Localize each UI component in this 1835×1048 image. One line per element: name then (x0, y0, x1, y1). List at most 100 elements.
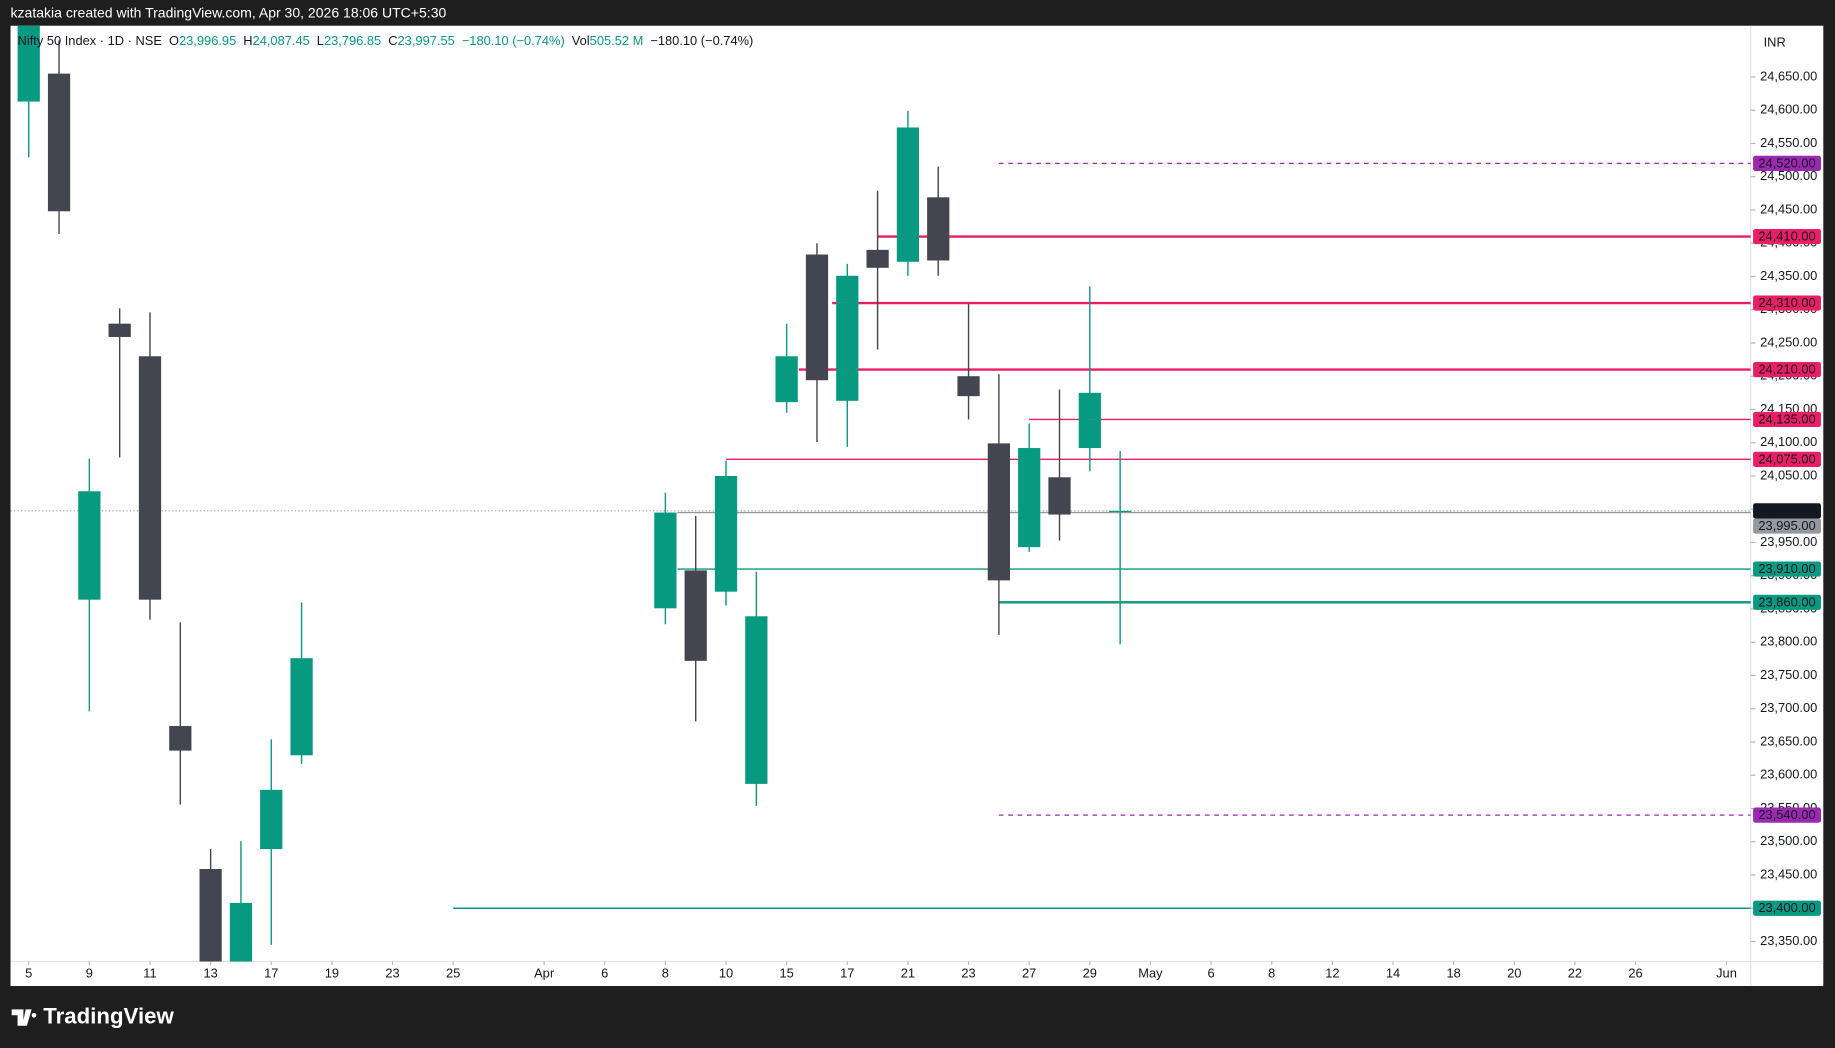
x-tick-label: 11 (143, 966, 156, 981)
x-tick-label: 10 (719, 966, 733, 981)
x-tick-label: 18 (1446, 966, 1460, 981)
level-label-bg (1753, 411, 1821, 428)
x-tick-label: 23 (961, 966, 975, 981)
candle-body (805, 254, 829, 381)
x-tick-label: May (1138, 966, 1163, 981)
candle-body (47, 73, 71, 212)
x-tick-label: 26 (1628, 966, 1642, 981)
volume-key: Vol (572, 34, 590, 49)
level-label-bg (1753, 900, 1821, 916)
y-tick-label: 23,750.00 (1760, 667, 1817, 682)
credit: kzatakia created with TradingView.com, A… (11, 5, 447, 21)
y-tick-label: 24,650.00 (1760, 68, 1817, 83)
candle-body (199, 869, 222, 962)
x-tick-label: 21 (901, 966, 915, 981)
x-tick-label: 6 (601, 966, 608, 981)
y-tick-label: 24,350.00 (1760, 268, 1817, 283)
axes: 23,350.00 23,400.00 23,450.00 23,500.00 23,5… (25, 68, 1821, 981)
x-tick-label: 29 (1083, 966, 1097, 981)
legend: Nifty 50 Index · 1D · NSE O23,996.95 H24,0… (18, 34, 754, 49)
candle-body (836, 275, 859, 401)
y-tick-label: 24,100.00 (1760, 434, 1817, 449)
candle-body (1048, 477, 1071, 515)
candle-body (745, 616, 768, 784)
y-tick-label: 24,450.00 (1760, 201, 1817, 216)
y-tick-label: 24,500.00 (1760, 168, 1817, 183)
x-tick-label: 8 (662, 966, 669, 981)
level-label-bg (1753, 518, 1821, 534)
candle-body (1078, 392, 1101, 449)
y-tick-label: 23,650.00 (1760, 733, 1817, 748)
candle-body (987, 443, 1010, 581)
candle-body (1109, 510, 1132, 513)
level-label: 24,410.00 (1758, 229, 1815, 244)
x-tick-label: 17 (840, 966, 854, 981)
y-tick-label: 23,700.00 (1760, 700, 1817, 715)
level-label: 23,997.55 (1758, 503, 1815, 518)
candle-body (169, 726, 192, 751)
y-tick-label: 24,050.00 (1760, 467, 1817, 482)
brand-logo: TradingView (11, 1003, 175, 1028)
legend-change: −180.10 (−0.74%) (462, 34, 565, 49)
y-tick-label: 24,600.00 (1760, 102, 1817, 117)
candle-body (108, 323, 131, 337)
level-label-bg (1753, 594, 1821, 610)
y-tick-label: 23,950.00 (1760, 534, 1817, 549)
legend-key: H (243, 34, 252, 49)
candle-body (1018, 448, 1041, 548)
legend-value: 23,996.95 (179, 34, 236, 49)
y-tick-label: 24,550.00 (1760, 135, 1817, 150)
x-tick-label: 15 (779, 966, 793, 981)
candle-body (260, 789, 283, 850)
y-tick-label: 24,250.00 (1760, 334, 1817, 349)
x-tick-label: 23 (385, 966, 399, 981)
plot (10, 25, 1751, 962)
level-label: 24,520.00 (1758, 155, 1815, 170)
x-tick-label: 14 (1386, 966, 1400, 981)
candle-body (957, 376, 980, 397)
x-tick-label: 6 (1208, 966, 1215, 981)
candle-body (714, 475, 738, 592)
x-tick-label: 20 (1507, 966, 1521, 981)
x-tick-label: 27 (1022, 966, 1036, 981)
x-tick-label: 25 (446, 966, 460, 981)
level-label: 24,075.00 (1758, 451, 1815, 466)
brand: TradingView (43, 1003, 174, 1028)
level-label: 23,400.00 (1758, 900, 1815, 915)
level-label: 23,910.00 (1758, 561, 1815, 576)
currency: INR (1764, 35, 1786, 50)
y-tick-label: 23,600.00 (1760, 767, 1817, 782)
volume-value: 505.52 M (590, 34, 644, 49)
level-label: 24,310.00 (1758, 295, 1815, 310)
y-tick-label: 23,500.00 (1760, 833, 1817, 848)
candle-body (927, 197, 950, 261)
candle-body (775, 356, 798, 403)
level-label-bg (1753, 228, 1821, 245)
y-tick-label: 23,800.00 (1760, 634, 1817, 649)
x-tick-label: 13 (203, 966, 217, 981)
level-label-bg (1753, 155, 1821, 171)
candle-body (654, 512, 677, 609)
candle-body (229, 902, 253, 962)
candle-body (684, 570, 707, 661)
candle-body (78, 491, 101, 600)
level-label: 23,995.00 (1758, 518, 1815, 533)
level-label: 24,210.00 (1758, 362, 1815, 377)
x-tick-label: 19 (325, 966, 339, 981)
candle-body (17, 25, 40, 102)
level-label: 23,540.00 (1758, 807, 1815, 822)
legend-value: 23,796.85 (324, 34, 381, 49)
x-tick-label: 12 (1325, 966, 1339, 981)
level-label-bg (1753, 503, 1821, 519)
level-label-bg (1753, 295, 1821, 311)
legend-value: 24,087.45 (253, 34, 310, 49)
level-label-bg (1753, 561, 1821, 577)
volume-change: −180.10 (−0.74%) (650, 34, 753, 49)
candle-body (290, 658, 313, 756)
x-tick-label: Apr (534, 966, 555, 981)
candle-body (896, 127, 920, 262)
candle-body (138, 356, 162, 600)
x-tick-label: Jun (1716, 966, 1737, 981)
legend-key: O (169, 34, 179, 49)
